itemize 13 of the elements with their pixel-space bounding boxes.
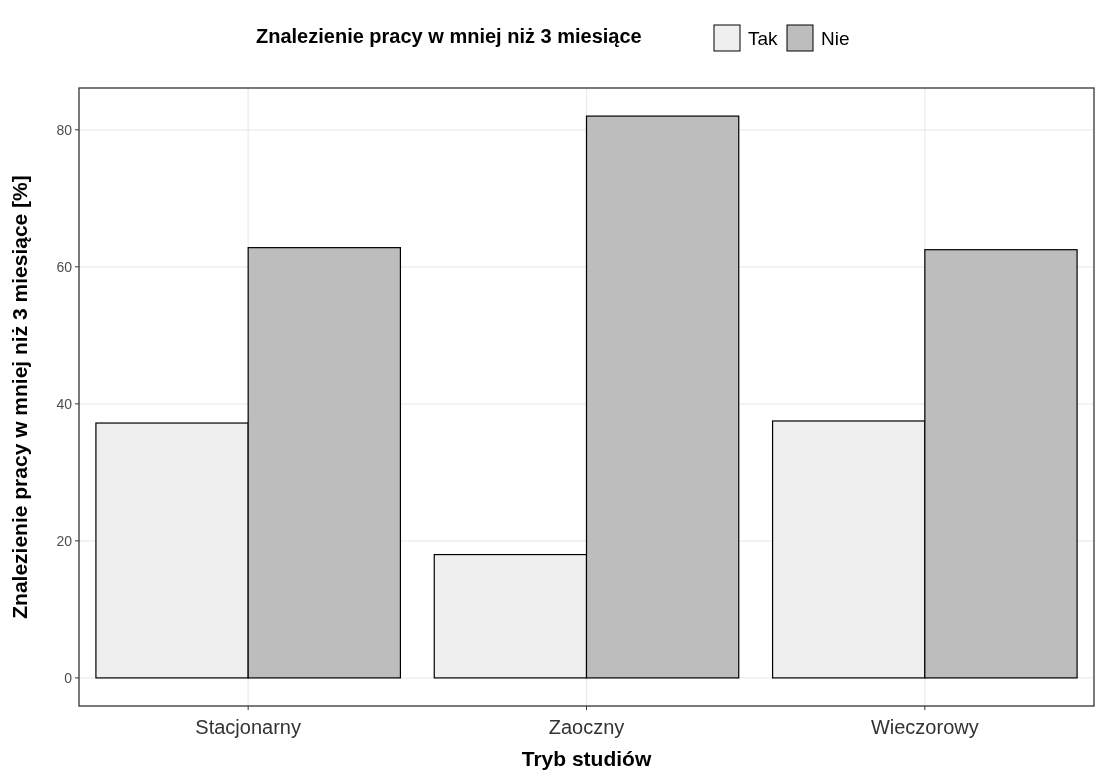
x-tick-label: Stacjonarny: [195, 716, 301, 738]
x-axis-title: Tryb studiów: [521, 747, 652, 770]
y-tick-label: 20: [56, 532, 73, 549]
x-tick-label: Zaoczny: [548, 716, 625, 738]
legend-title: Znalezienie pracy w mniej niż 3 miesiące: [256, 25, 642, 47]
y-tick-label: 40: [56, 395, 73, 412]
y-tick-label: 80: [56, 121, 73, 138]
y-tick-label: 60: [56, 258, 73, 275]
y-tick-label: 0: [64, 669, 73, 686]
legend-label: Tak: [748, 28, 779, 49]
x-tick-label: Wieczorowy: [870, 716, 979, 738]
y-axis-title: Znalezienie pracy w mniej niż 3 miesiące [%]: [8, 175, 31, 619]
legend-label: Nie: [821, 28, 850, 49]
